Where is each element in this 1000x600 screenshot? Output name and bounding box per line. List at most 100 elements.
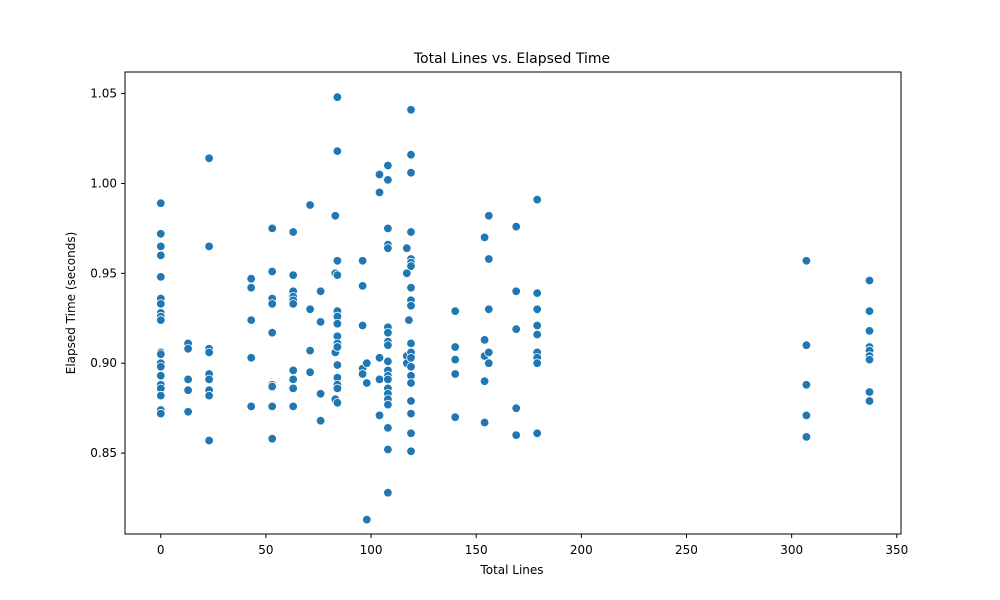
data-point <box>406 105 416 115</box>
data-point <box>479 376 490 386</box>
data-point <box>332 319 343 329</box>
data-point <box>183 344 193 354</box>
data-point <box>374 169 385 180</box>
plot-frame <box>124 71 902 535</box>
data-point <box>511 324 521 334</box>
x-tick-label: 350 <box>885 543 908 557</box>
data-point <box>406 283 416 293</box>
data-point <box>864 396 875 406</box>
data-point <box>404 315 414 325</box>
x-tick-label: 150 <box>465 543 488 557</box>
data-point <box>362 514 372 525</box>
data-point <box>374 374 385 385</box>
data-point <box>532 320 542 331</box>
data-point <box>406 149 416 160</box>
data-point <box>156 390 166 401</box>
x-tick-label: 250 <box>675 543 698 557</box>
data-point <box>357 320 368 331</box>
data-point <box>532 304 542 315</box>
data-point <box>156 408 166 419</box>
data-point <box>315 416 326 426</box>
data-point <box>406 362 416 372</box>
data-point <box>532 329 542 340</box>
data-point <box>450 412 460 422</box>
x-axis-label: Total Lines <box>479 563 543 577</box>
data-point <box>204 347 214 358</box>
data-point <box>362 358 372 368</box>
data-point <box>383 340 393 350</box>
data-point <box>383 223 393 234</box>
data-point <box>484 211 494 221</box>
data-point <box>484 347 494 358</box>
data-point <box>288 401 298 412</box>
data-point <box>156 362 166 372</box>
data-point <box>246 353 256 363</box>
data-point <box>204 153 214 164</box>
data-point <box>484 304 494 315</box>
data-point <box>864 387 875 397</box>
y-tick-label: 1.00 <box>90 176 117 190</box>
data-point <box>406 396 416 406</box>
data-point <box>383 328 393 338</box>
data-point <box>357 369 368 379</box>
data-point <box>383 399 393 410</box>
data-point <box>374 187 385 198</box>
data-point <box>383 374 393 385</box>
x-tick-label: 0 <box>157 543 165 557</box>
data-point <box>156 198 166 208</box>
data-point <box>267 223 277 234</box>
data-point <box>267 401 277 412</box>
data-point <box>532 358 542 368</box>
data-point <box>332 256 343 266</box>
data-point <box>246 274 256 284</box>
data-point <box>374 353 385 363</box>
data-point <box>288 374 298 385</box>
data-point <box>402 268 412 279</box>
y-tick-label: 0.95 <box>90 266 117 280</box>
data-point <box>183 407 193 417</box>
data-point <box>288 383 298 394</box>
data-point <box>204 390 214 401</box>
data-point <box>383 175 393 185</box>
data-point <box>267 328 277 338</box>
y-axis: 0.85 0.90 0.95 1.00 1.05 <box>90 87 125 460</box>
data-point <box>383 243 393 253</box>
data-point <box>801 432 812 442</box>
data-point <box>267 381 277 392</box>
data-point <box>402 243 412 253</box>
data-point <box>801 410 812 421</box>
data-point <box>288 270 298 280</box>
x-axis: 0 50 100 150 200 250 300 350 <box>157 534 908 557</box>
data-point <box>246 315 256 325</box>
data-point <box>315 286 326 297</box>
x-tick-label: 50 <box>258 543 273 557</box>
data-point <box>305 304 315 315</box>
data-point <box>406 378 416 388</box>
data-point <box>156 315 166 325</box>
chart-title: Total Lines vs. Elapsed Time <box>413 51 610 67</box>
points-layer <box>156 92 875 525</box>
y-axis-label: Elapsed Time (seconds) <box>64 232 78 375</box>
data-point <box>332 342 343 352</box>
y-tick-label: 0.90 <box>90 356 117 370</box>
data-point <box>511 430 521 440</box>
data-point <box>183 374 193 385</box>
data-point <box>450 306 460 316</box>
data-point <box>479 232 490 243</box>
data-point <box>156 241 166 252</box>
data-point <box>267 434 277 444</box>
data-point <box>532 428 542 439</box>
data-point <box>479 417 490 428</box>
data-point <box>204 374 214 385</box>
data-point <box>156 299 166 309</box>
data-point <box>357 281 368 291</box>
data-point <box>357 256 368 266</box>
y-tick-label: 1.05 <box>90 87 117 101</box>
data-point <box>484 358 494 368</box>
data-point <box>383 356 393 367</box>
data-point <box>864 326 875 336</box>
data-point <box>801 340 812 350</box>
data-point <box>450 342 460 352</box>
data-point <box>156 349 166 359</box>
